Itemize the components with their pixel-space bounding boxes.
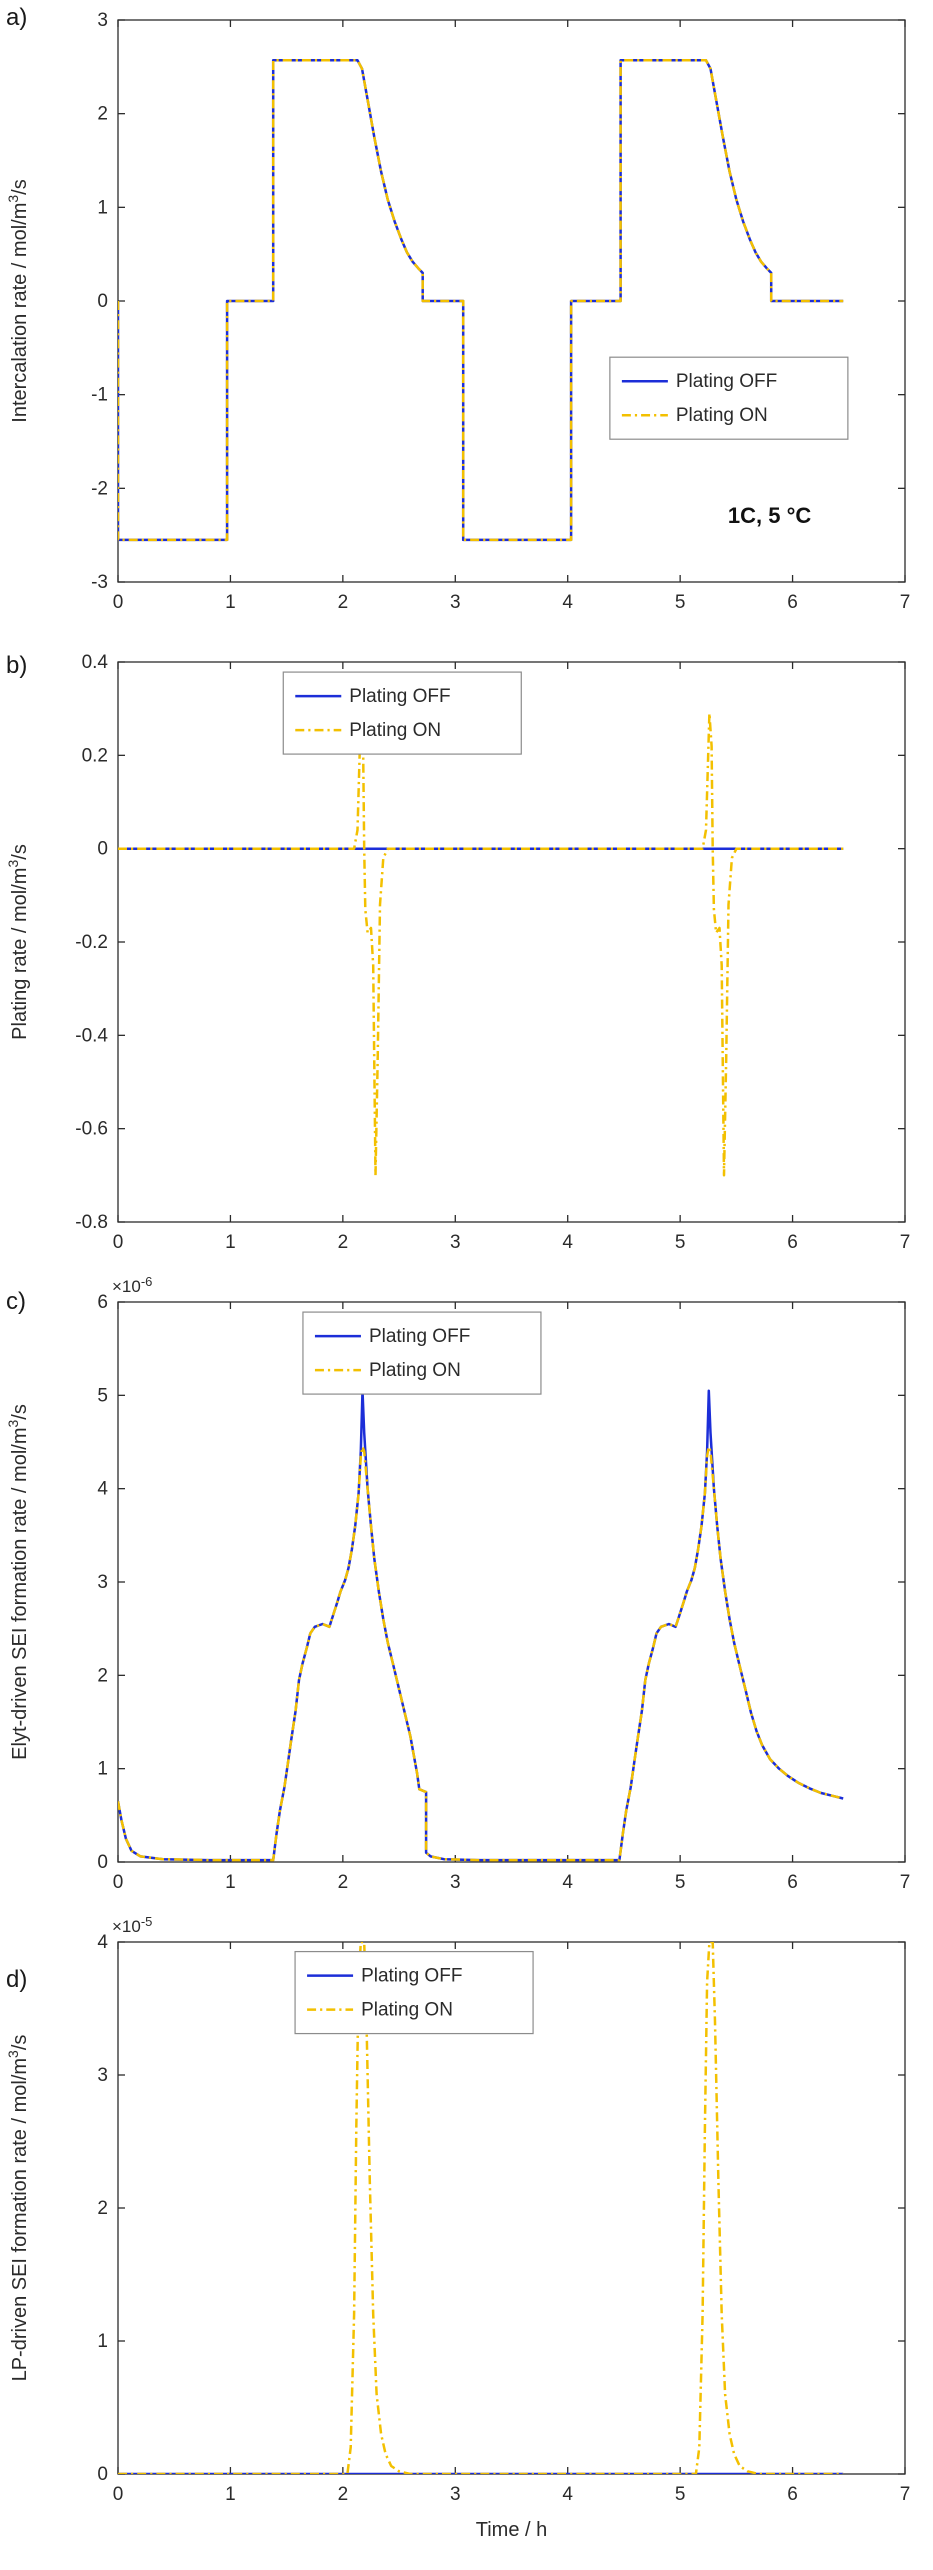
x-tick-label: 6	[787, 1232, 798, 1253]
y-tick-label: 0.2	[82, 745, 108, 766]
panel-label-a: a)	[6, 4, 28, 31]
panel-label-b: b)	[6, 652, 28, 679]
y-tick-label: 0.4	[82, 652, 109, 673]
x-tick-label: 3	[450, 1232, 461, 1253]
panel-label-c: c)	[6, 1288, 26, 1315]
x-tick-label: 2	[338, 592, 349, 613]
axis-exponent-label: ×10-6	[112, 1274, 152, 1296]
x-tick-label: 4	[562, 2484, 573, 2505]
legend-label-plating-off: Plating OFF	[676, 371, 777, 392]
legend-label-plating-on: Plating ON	[369, 1360, 461, 1381]
x-tick-label: 6	[787, 2484, 798, 2505]
x-tick-label: 1	[225, 1872, 236, 1893]
x-tick-label: 7	[900, 1232, 911, 1253]
series-plating-on	[118, 1942, 844, 2474]
x-tick-label: 0	[113, 1232, 124, 1253]
axis-exponent-label: ×10-5	[112, 1914, 152, 1936]
legend-label-plating-off: Plating OFF	[369, 1326, 470, 1347]
y-tick-label: 1	[97, 1759, 108, 1780]
y-tick-label: 0	[97, 291, 108, 312]
legend-box	[609, 356, 849, 440]
x-tick-label: 7	[900, 592, 911, 613]
legend-label-plating-on: Plating ON	[361, 2000, 453, 2021]
x-tick-label: 5	[675, 592, 686, 613]
series-plating-off	[118, 59, 844, 542]
x-tick-label: 4	[562, 1872, 573, 1893]
panel-label-d: d)	[6, 1966, 28, 1993]
y-tick-label: -3	[91, 572, 108, 593]
y-tick-label: 2	[97, 104, 108, 125]
x-tick-label: 4	[562, 592, 573, 613]
panel-b-chart: 0 1 2 3 4 5 6 7 -0.8 -0.6 -0.4 -0.2 0 0.2 0.4 Plating O…	[5, 652, 911, 1253]
x-axis-label: Time / h	[476, 2519, 548, 2541]
y-tick-label: 4	[97, 1479, 108, 1500]
y-axis-label: Elyt-driven SEI formation rate / mol/m3/…	[5, 1404, 31, 1760]
x-tick-label: 0	[113, 592, 124, 613]
y-tick-label: 0	[97, 2464, 108, 2485]
panel-a-chart: 0 1 2 3 4 5 6 7 -3 -2 -1 0 1 2 3 Plating OFF Plating ON 1…	[5, 10, 911, 613]
y-tick-label: 2	[97, 1665, 108, 1686]
y-tick-label: 3	[97, 1572, 108, 1593]
x-tick-label: 1	[225, 1232, 236, 1253]
x-tick-label: 3	[450, 592, 461, 613]
x-tick-label: 1	[225, 2484, 236, 2505]
series-plating-off	[118, 1389, 844, 1862]
x-tick-label: 1	[225, 592, 236, 613]
series-plating-on	[118, 712, 844, 1177]
y-axis-label: Intercalation rate / mol/m3/s	[5, 179, 31, 422]
y-tick-label: 2	[97, 2198, 108, 2219]
x-tick-label: 0	[113, 2484, 124, 2505]
y-tick-label: 0	[97, 1852, 108, 1873]
y-tick-label: -0.2	[75, 932, 108, 953]
x-tick-label: 3	[450, 2484, 461, 2505]
y-tick-label: 3	[97, 2065, 108, 2086]
y-tick-label: -0.8	[75, 1212, 108, 1233]
x-tick-label: 2	[338, 1872, 349, 1893]
legend-box	[294, 1950, 534, 2035]
y-tick-label: 3	[97, 10, 108, 31]
y-tick-label: -1	[91, 385, 108, 406]
y-tick-label: 1	[97, 2331, 108, 2352]
series-plating-on	[118, 59, 844, 542]
x-tick-label: 2	[338, 2484, 349, 2505]
legend-label-plating-on: Plating ON	[676, 405, 768, 426]
legend-label-plating-off: Plating OFF	[349, 686, 450, 707]
y-axis-label: Plating rate / mol/m3/s	[5, 844, 31, 1040]
x-tick-label: 5	[675, 2484, 686, 2505]
x-tick-label: 3	[450, 1872, 461, 1893]
x-tick-label: 6	[787, 1872, 798, 1893]
panel-c-chart: 0 1 2 3 4 5 6 7 0 1 2 3 4 5 6 Plating OFF Plating ON ×10-…	[5, 1274, 911, 1893]
y-tick-label: -2	[91, 478, 108, 499]
annotation-condition: 1C, 5 °C	[728, 503, 811, 528]
y-axis-label: LP-driven SEI formation rate / mol/m3/s	[5, 2035, 31, 2382]
x-tick-label: 7	[900, 1872, 911, 1893]
y-tick-label: 4	[97, 1932, 108, 1953]
x-tick-label: 7	[900, 2484, 911, 2505]
legend-box	[282, 671, 522, 755]
x-tick-label: 4	[562, 1232, 573, 1253]
y-tick-label: -0.4	[75, 1025, 108, 1046]
y-tick-label: 1	[97, 197, 108, 218]
x-tick-label: 5	[675, 1872, 686, 1893]
y-tick-label: -0.6	[75, 1119, 108, 1140]
x-tick-label: 2	[338, 1232, 349, 1253]
legend-label-plating-on: Plating ON	[349, 720, 441, 741]
y-tick-label: 6	[97, 1292, 108, 1313]
y-tick-label: 5	[97, 1385, 108, 1406]
series-plating-on	[118, 1445, 844, 1862]
x-tick-label: 0	[113, 1872, 124, 1893]
x-tick-label: 5	[675, 1232, 686, 1253]
x-tick-label: 6	[787, 592, 798, 613]
panel-d-chart: 0 1 2 3 4 5 6 7 0 1 2 3 4 Plating OFF Plating ON ×10-5 L…	[5, 1914, 911, 2541]
y-tick-label: 0	[97, 839, 108, 860]
legend-label-plating-off: Plating OFF	[361, 1966, 462, 1987]
legend-box	[302, 1311, 542, 1395]
